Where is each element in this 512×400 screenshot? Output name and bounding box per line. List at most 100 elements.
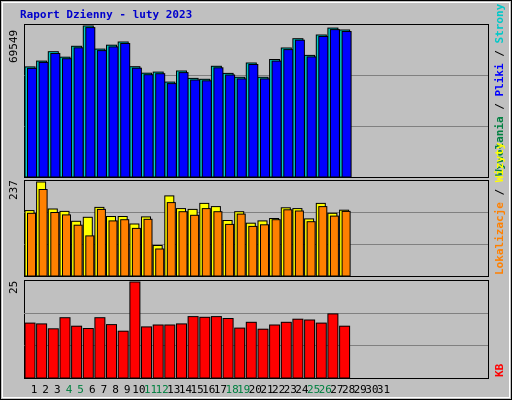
hits-bar-pliki-day-16 [201,80,212,178]
kb-bar-kb-day-18 [222,318,234,379]
visits-bar-lokalizacje-day-2 [38,189,48,277]
hits-bar-pliki-day-28 [341,31,352,178]
day-label-29: 29 [354,383,367,396]
day-label-23: 23 [284,383,297,396]
visits-bar-lokalizacje-day-1 [27,212,36,277]
kb-bar-kb-day-27 [327,313,339,379]
legend-kb: KB [493,363,506,377]
legend-part-3: / [493,44,506,64]
hits-bar-pliki-day-10 [131,67,142,178]
hits-bar-pliki-day-2 [38,61,49,178]
visits-bar-lokalizacje-day-19 [236,213,246,277]
hits-bar-pliki-day-19 [236,78,247,178]
visits-bar-lokalizacje-day-17 [213,211,223,277]
visits-bar-lokalizacje-day-3 [50,212,60,277]
kb-bar-kb-day-14 [176,323,187,379]
visits-bar-lokalizacje-day-16 [201,208,211,277]
visits-bar-lokalizacje-day-21 [260,224,269,277]
legend-part-0: Wywołania [493,116,506,176]
hits-bar-pliki-day-18 [225,74,236,178]
visits-bar-lokalizacje-day-22 [271,219,281,277]
kb-bar-kb-day-24 [292,318,304,379]
kb-ymax-label: 25 [7,281,20,294]
legend-sites-visits: Lokalizacje / Wizyty [493,142,506,275]
kb-bar-kb-day-11 [141,326,152,379]
day-label-28: 28 [342,383,355,396]
day-axis: 1 2 3 4 5 6 7 8 9 1011121314151617181920212223242… [31,383,390,396]
hits-bar-pliki-day-12 [155,73,166,178]
visits-bar-lokalizacje-day-24 [294,210,304,277]
kb-bar-kb-day-10 [129,281,141,379]
day-label-25: 25 [307,383,320,396]
kb-bar-kb-day-7 [94,317,106,379]
day-label-27: 27 [330,383,343,396]
visits-bar-lokalizacje-day-18 [225,223,235,277]
day-label-9: 9 [124,383,131,396]
visits-bar-lokalizacje-day-15 [190,214,200,277]
kb-bar-kb-day-5 [71,325,83,379]
visits-bar-lokalizacje-day-7 [96,208,106,277]
visits-bar-lokalizacje-day-13 [166,202,176,277]
kb-bar-kb-day-19 [234,327,246,379]
hits-bar-pliki-day-8 [108,46,119,178]
kb-bar-kb-day-8 [106,324,117,379]
visits-bar-lokalizacje-day-11 [143,218,153,277]
visits-bar-lokalizacje-day-12 [155,248,165,277]
visits-bar-lokalizacje-day-14 [178,211,188,277]
visits-bar-lokalizacje-day-25 [306,221,316,277]
day-label-17: 17 [214,383,227,396]
legend-part-2: Pliki [493,63,506,96]
kb-bar-kb-day-23 [280,321,292,379]
hits-panel [24,24,489,178]
day-label-18: 18 [225,383,238,396]
legend-part-4: Strony [493,3,506,43]
hits-bar-pliki-day-15 [190,79,201,178]
day-label-2: 2 [42,383,49,396]
legend-part-2: Wizyty [493,142,506,182]
visits-bar-lokalizacje-day-5 [73,224,83,277]
kb-bar-kb-day-16 [199,316,211,379]
day-label-26: 26 [319,383,332,396]
hits-bar-pliki-day-1 [27,67,37,178]
hits-bar-pliki-day-27 [329,29,340,178]
hits-bar-pliki-day-24 [294,39,305,178]
day-label-11: 11 [144,383,157,396]
day-label-14: 14 [179,383,193,396]
hits-bar-pliki-day-23 [283,49,294,178]
kb-bar-kb-day-6 [82,328,94,379]
chart-title: Raport Dzienny - luty 2023 [20,8,192,21]
kb-bar-kb-day-28 [339,325,351,379]
day-label-1: 1 [31,383,38,396]
day-label-8: 8 [112,383,119,396]
hits-bar-pliki-day-20 [248,64,259,178]
hits-bar-pliki-day-21 [260,78,270,178]
legend-part-1: / [493,97,506,117]
day-label-16: 16 [202,383,215,396]
kb-bar-kb-day-17 [210,316,222,379]
kb-panel [24,280,489,379]
day-label-19: 19 [237,383,250,396]
kb-bar-kb-day-2 [36,323,48,379]
hits-bar-pliki-day-13 [166,83,177,178]
day-label-13: 13 [167,383,180,396]
day-label-10: 10 [132,383,145,396]
visits-bar-lokalizacje-day-9 [120,219,130,277]
hits-bar-pliki-day-22 [271,60,282,178]
legend-part-0: KB [493,363,506,377]
visits-bar-lokalizacje-day-4 [62,214,71,277]
kb-bar-kb-day-3 [47,328,59,379]
hits-bar-pliki-day-4 [62,58,72,178]
kb-bar-kb-day-1 [24,322,36,379]
visits-bar-lokalizacje-day-28 [341,210,351,277]
day-label-15: 15 [190,383,203,396]
kb-bar-kb-day-9 [117,330,129,379]
visits-panel [24,180,489,277]
hits-bar-pliki-day-17 [213,67,224,178]
visits-bar-lokalizacje-day-6 [85,235,95,277]
legend-part-1: / [493,182,506,202]
hits-bar-pliki-day-7 [96,50,107,178]
day-label-31: 31 [377,383,390,396]
kb-bar-kb-day-15 [187,316,199,379]
